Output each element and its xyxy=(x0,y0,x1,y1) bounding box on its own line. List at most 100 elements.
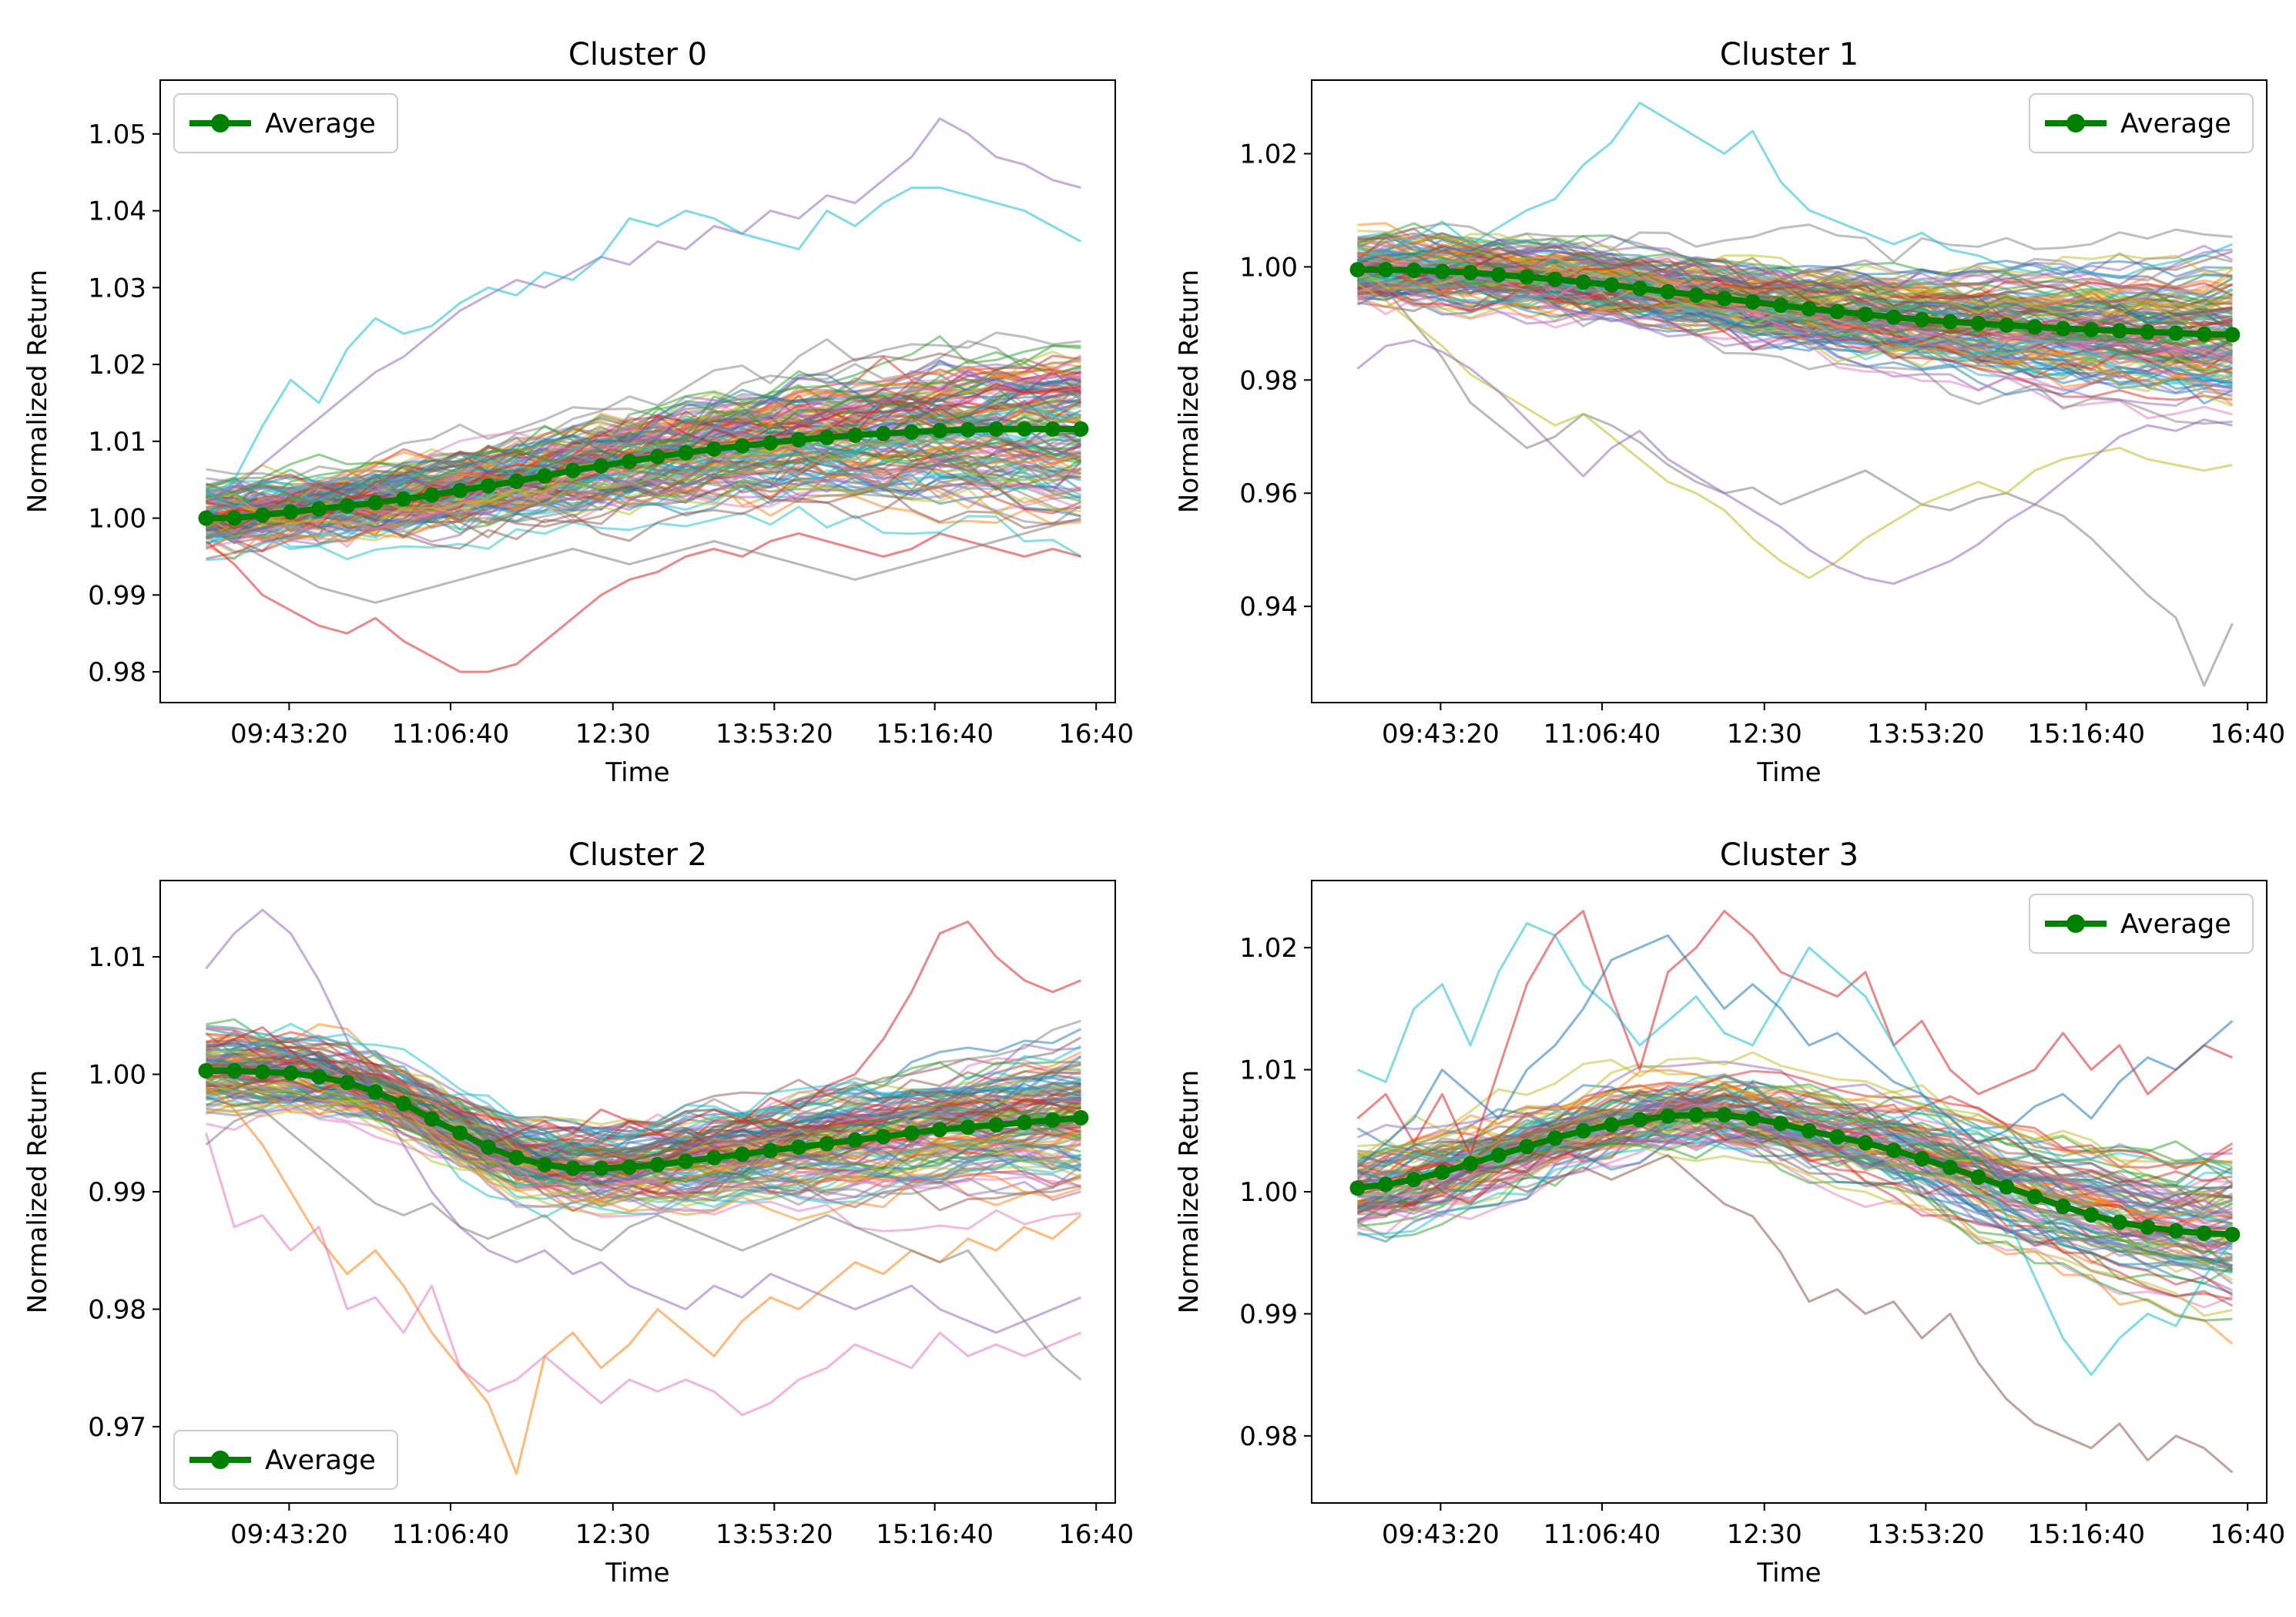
trace-line xyxy=(205,908,1081,1334)
y-tick-label: 0.98 xyxy=(1239,1421,1298,1452)
average-point xyxy=(1716,290,1732,307)
average-point xyxy=(339,498,355,514)
trace-line xyxy=(205,517,1081,604)
average-point xyxy=(537,1156,553,1172)
average-point xyxy=(1406,262,1422,278)
y-axis-label: Normalized Return xyxy=(1174,1070,1205,1313)
x-tick-label: 16:40 xyxy=(1058,719,1134,750)
average-point xyxy=(622,453,638,469)
average-point xyxy=(367,1084,384,1100)
average-point xyxy=(1829,304,1845,320)
average-point xyxy=(2196,326,2212,342)
trace-line xyxy=(206,1027,1081,1147)
axes-frame xyxy=(1311,79,2268,703)
trace-line xyxy=(206,394,1081,506)
y-tick-label: 1.01 xyxy=(1239,1055,1298,1086)
x-axis-label: Time xyxy=(1756,1558,1821,1588)
chart-panel-0: 0.98 0.99 1.00 1.01 1.02 1.03 1.04 1.05 09:43:20… xyxy=(22,37,1134,788)
average-point xyxy=(254,1064,270,1080)
average-point xyxy=(480,478,496,494)
average-point xyxy=(2111,1214,2127,1230)
average-point xyxy=(1773,1115,1789,1132)
x-tick-label: 12:30 xyxy=(575,1519,651,1550)
y-axis-label: Normalized Return xyxy=(22,270,53,513)
trace-line xyxy=(206,1038,1082,1162)
trace-line xyxy=(1357,277,2233,425)
average-point xyxy=(198,510,214,526)
average-point xyxy=(1490,267,1507,283)
x-tick-label: 15:16:40 xyxy=(2027,1519,2145,1550)
average-point xyxy=(2168,1223,2184,1239)
average-point xyxy=(1745,294,1761,310)
trace-line xyxy=(205,532,1081,673)
average-point xyxy=(1716,1107,1732,1123)
x-tick-label: 15:16:40 xyxy=(876,719,994,750)
average-point xyxy=(283,1065,299,1082)
average-point xyxy=(1885,1142,1902,1159)
average-point xyxy=(734,438,750,454)
chart-title: Cluster 0 xyxy=(568,37,707,72)
average-point xyxy=(649,448,665,465)
average-point xyxy=(2111,323,2127,339)
average-point xyxy=(396,1095,411,1112)
average-point xyxy=(2140,324,2156,340)
chart-panel-1: 0.94 0.96 0.98 1.00 1.02 09:43:20 11:06:40 12:3… xyxy=(1174,37,2285,788)
y-tick-label: 0.99 xyxy=(1239,1299,1298,1330)
average-point xyxy=(706,441,722,457)
y-tick-label: 1.01 xyxy=(88,427,146,458)
average-point xyxy=(1914,311,1930,327)
average-point xyxy=(903,1125,920,1141)
legend: Average xyxy=(2029,894,2254,954)
average-point xyxy=(2055,320,2071,337)
trace-line xyxy=(206,1038,1081,1152)
trace-line xyxy=(1356,1097,2234,1292)
average-point xyxy=(2026,1189,2043,1205)
average-point xyxy=(706,1149,722,1166)
x-axis-label: Time xyxy=(605,757,669,788)
y-tick-label: 0.97 xyxy=(88,1412,146,1443)
plot-area xyxy=(1349,910,2241,1474)
average-point xyxy=(847,1132,863,1148)
average-point xyxy=(1970,315,1986,331)
average-point xyxy=(254,507,270,523)
average-point xyxy=(424,487,440,503)
x-tick-label: 12:30 xyxy=(575,719,651,750)
legend-box xyxy=(173,93,398,153)
y-tick-label: 0.96 xyxy=(1239,478,1298,509)
average-point xyxy=(226,510,243,526)
average-point xyxy=(875,1129,891,1145)
average-point xyxy=(1885,309,1902,325)
x-tick-label: 09:43:20 xyxy=(1382,1519,1500,1550)
average-point xyxy=(932,422,948,438)
trace-line xyxy=(1356,277,2234,687)
trace-line xyxy=(1356,1154,2234,1474)
average-point xyxy=(537,468,553,484)
average-point xyxy=(1858,307,1874,323)
trace-line xyxy=(1357,238,2233,300)
x-tick-label: 09:43:20 xyxy=(1382,719,1500,750)
legend-label: Average xyxy=(265,109,376,139)
chart-title: Cluster 3 xyxy=(1720,837,1859,873)
average-point xyxy=(1942,314,1958,330)
chart-panel-3: 0.98 0.99 1.00 1.01 1.02 09:43:20 11:06:40 12:3… xyxy=(1174,837,2285,1588)
average-point xyxy=(1519,1139,1535,1155)
average-point xyxy=(847,427,863,443)
trace-line xyxy=(1357,1068,2233,1176)
trace-line xyxy=(1356,339,2233,585)
x-tick-label: 13:53:20 xyxy=(1867,719,1985,750)
average-point xyxy=(763,1142,779,1159)
legend-marker xyxy=(211,114,230,133)
y-tick-label: 0.98 xyxy=(1239,365,1298,396)
average-point xyxy=(565,462,581,478)
average-point xyxy=(1631,1112,1647,1128)
trace-line xyxy=(205,435,1081,550)
average-point xyxy=(649,1156,665,1172)
x-tick-label: 11:06:40 xyxy=(392,1519,510,1550)
trace-line xyxy=(206,386,1081,517)
trace-line xyxy=(1356,283,2233,579)
y-tick-label: 0.99 xyxy=(88,580,146,611)
y-tick-label: 1.02 xyxy=(1239,933,1298,964)
y-tick-label: 1.03 xyxy=(88,273,146,304)
legend-marker xyxy=(2066,914,2085,933)
trace-line xyxy=(206,1073,1081,1233)
